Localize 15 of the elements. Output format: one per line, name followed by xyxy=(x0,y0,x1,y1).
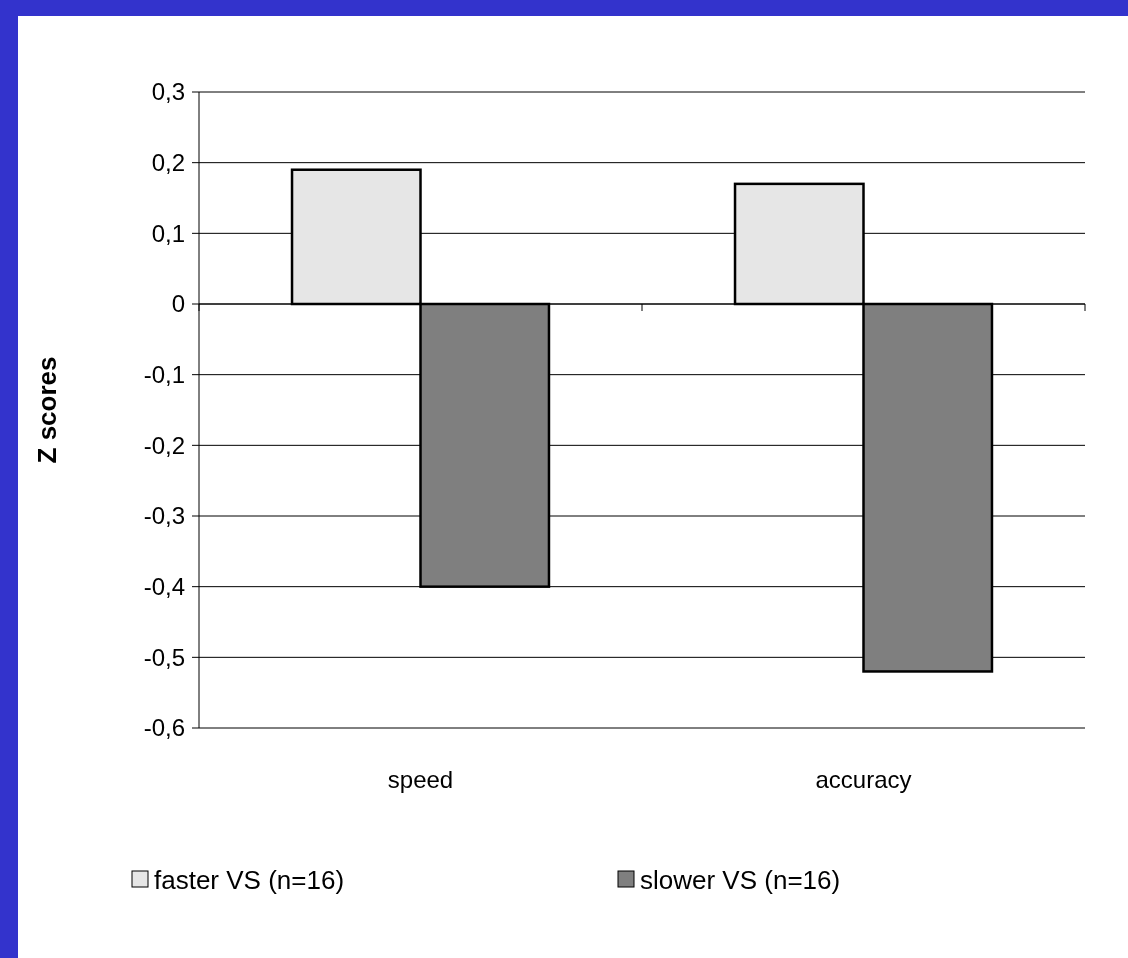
legend-label: slower VS (n=16) xyxy=(640,865,841,896)
legend-label: faster VS (n=16) xyxy=(154,865,345,896)
y-axis-title: Z scores xyxy=(32,356,62,464)
y-tick-label: -0,3 xyxy=(143,502,185,530)
x-tick-label: accuracy xyxy=(815,766,912,793)
y-tick-label: 0,2 xyxy=(151,149,185,177)
y-tick-label: -0,1 xyxy=(143,361,185,389)
y-tick-label: -0,5 xyxy=(143,643,185,671)
y-tick-label: -0,4 xyxy=(143,573,185,601)
y-tick-label: 0,1 xyxy=(151,219,185,247)
y-tick-label: -0,6 xyxy=(143,714,185,742)
y-tick-label: -0,2 xyxy=(143,431,185,459)
y-tick-label: 0 xyxy=(171,290,185,318)
y-tick-label: 0,3 xyxy=(151,78,185,106)
x-tick-label: speed xyxy=(387,766,454,793)
